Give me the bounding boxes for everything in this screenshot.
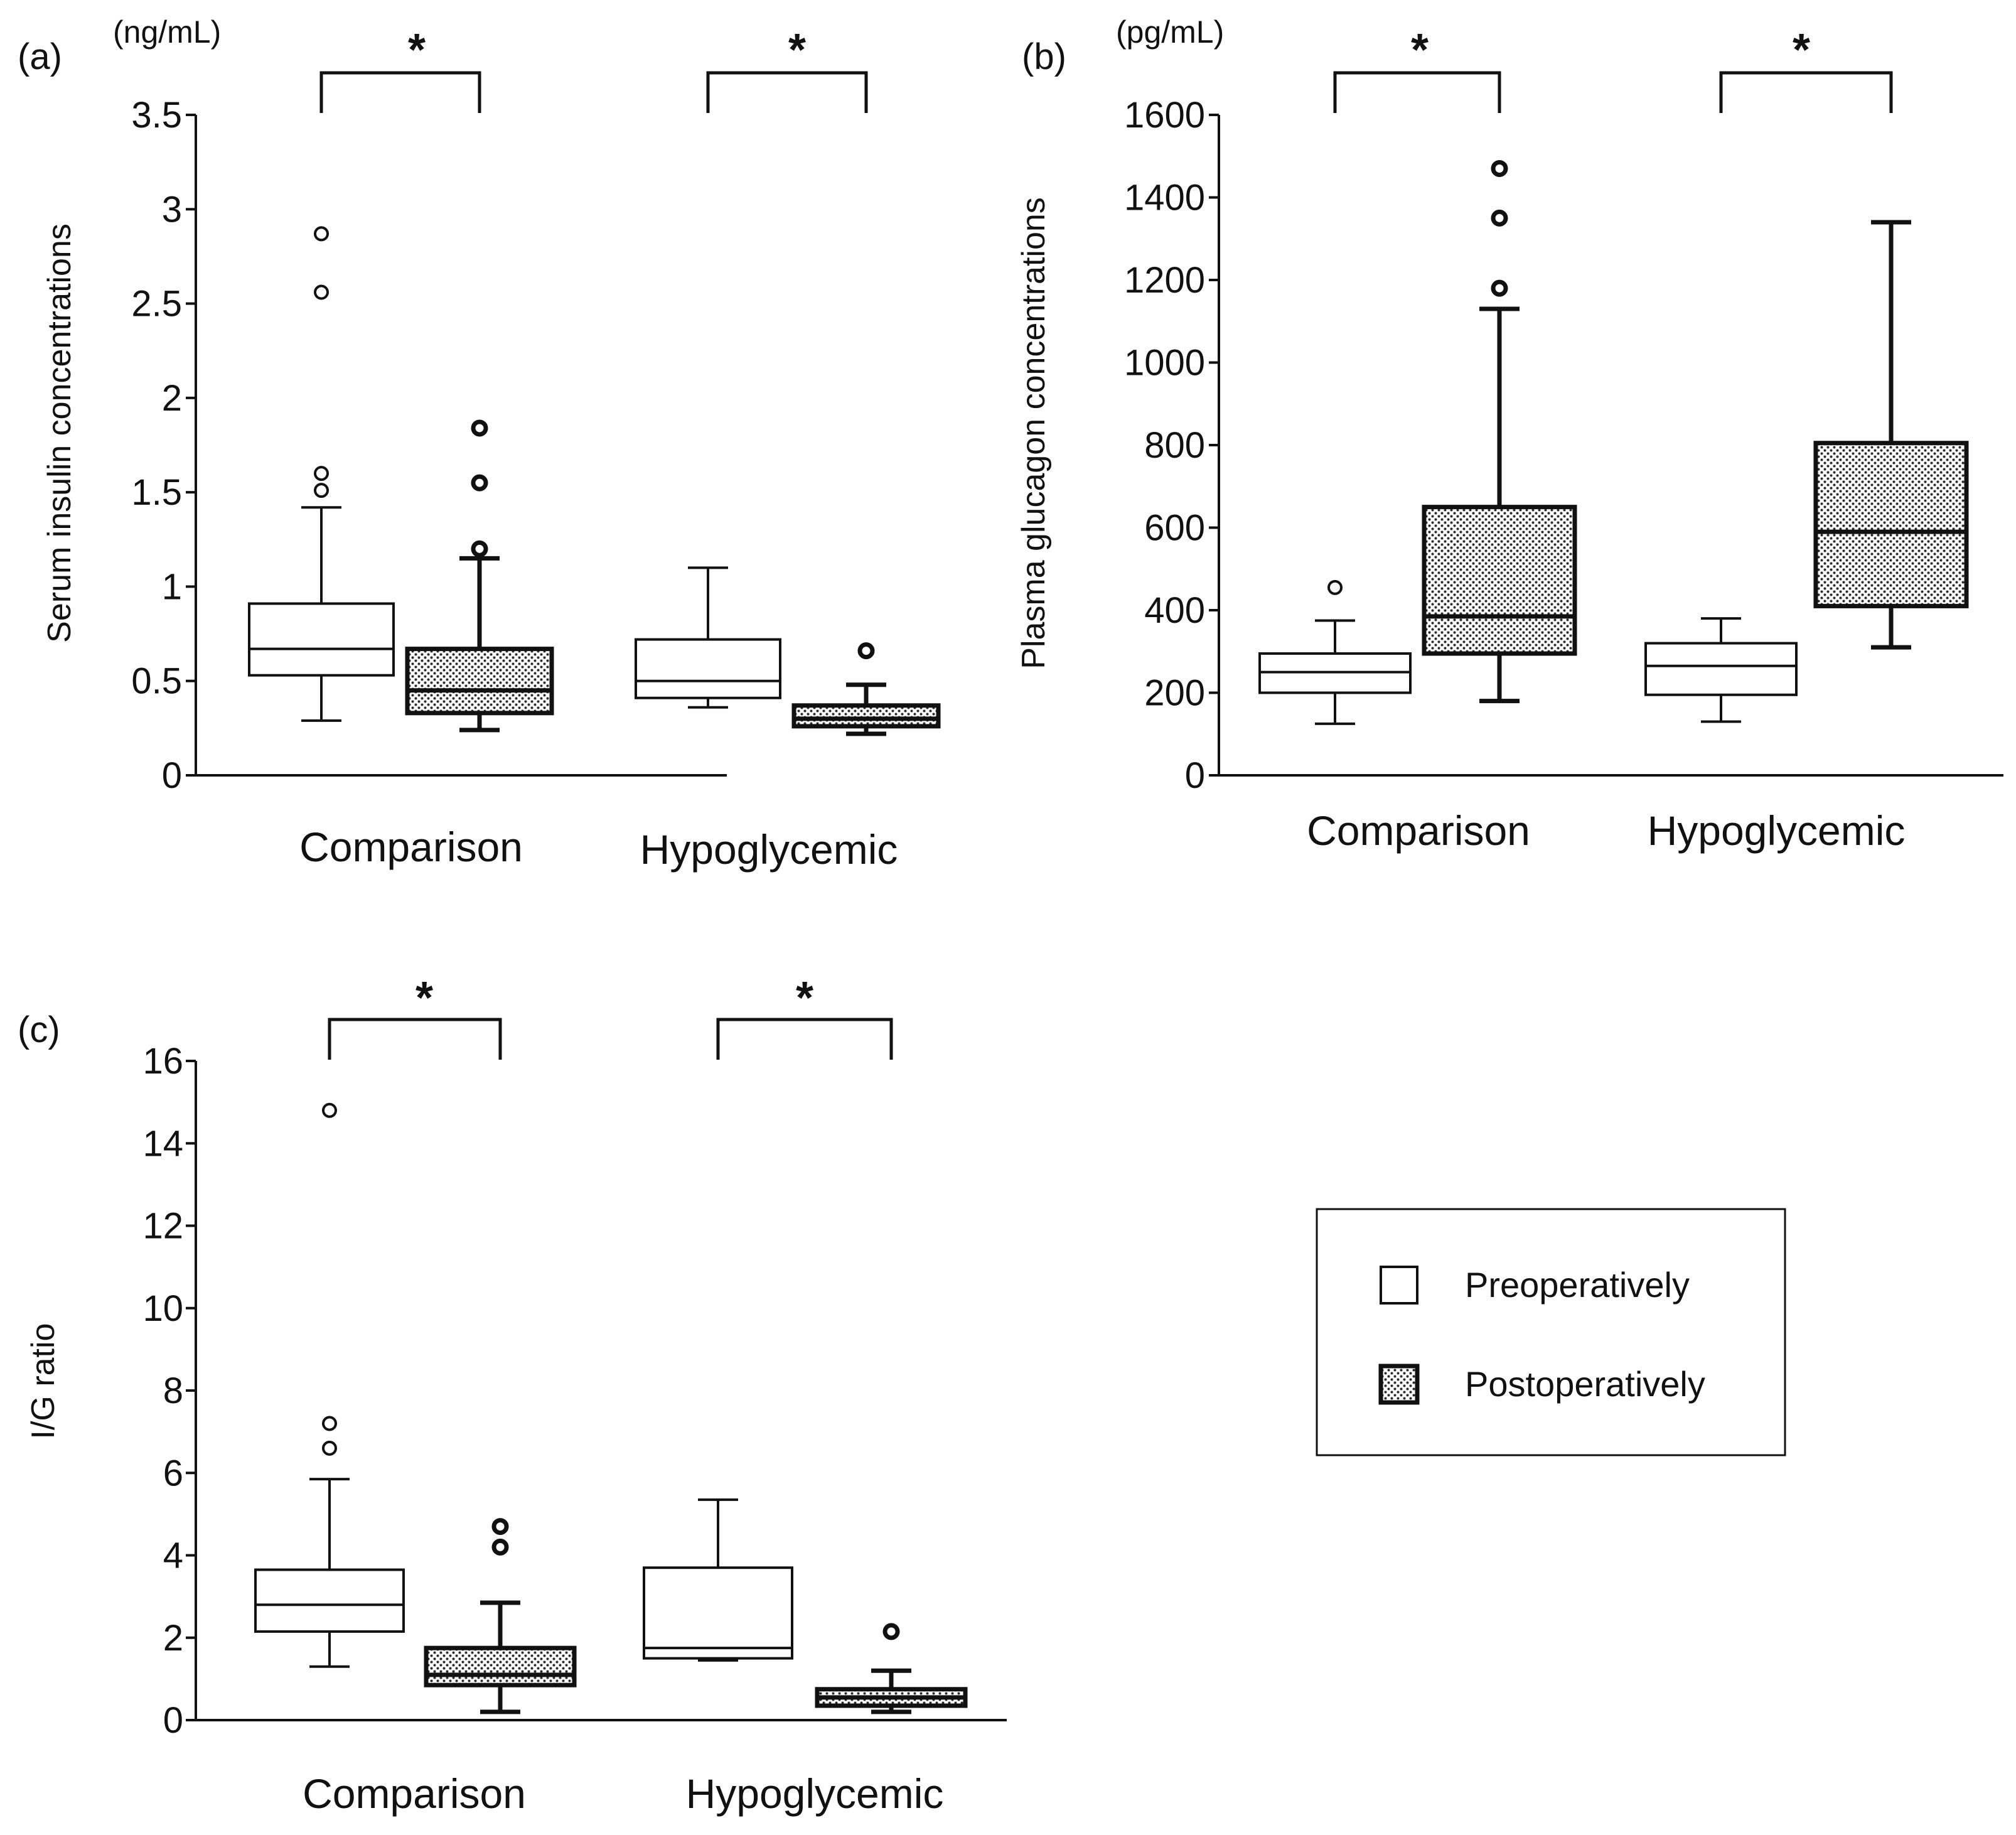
outlier-point [1491, 209, 1508, 227]
y-tick-label: 1200 [1124, 260, 1205, 301]
significance-star: * [408, 25, 426, 75]
significance-bracket [1719, 71, 1893, 113]
y-tick-label: 10 [142, 1288, 183, 1329]
panel-label: (b) [1022, 36, 1066, 77]
box-postoperatively [405, 647, 554, 716]
box-preoperatively [643, 1566, 793, 1660]
unit-label: (ng/mL) [113, 14, 221, 50]
category-label-hypoglycemic: Hypoglycemic [640, 826, 898, 873]
y-tick-label: 400 [1144, 590, 1205, 631]
y-tick-label: 2 [163, 1618, 183, 1659]
y-tick-label: 0 [163, 1700, 183, 1741]
box-postoperatively [424, 1645, 577, 1687]
category-label-hypoglycemic: Hypoglycemic [1648, 807, 1906, 854]
outlier-point [322, 1416, 337, 1431]
y-tick-label: 0 [1185, 755, 1205, 796]
box-postoperatively [1422, 505, 1577, 656]
panel-b-plasma-glucagon: (b) (pg/mL) Plasma glucagon concentratio… [1016, 14, 2003, 854]
y-tick-label: 0 [162, 755, 182, 796]
box-preoperatively [635, 638, 781, 699]
unit-label: (pg/mL) [1116, 14, 1224, 50]
outlier-point [491, 1518, 509, 1536]
outlier-point [1491, 279, 1508, 297]
outlier-point [314, 483, 329, 498]
y-tick-label: 0.5 [131, 661, 182, 702]
outlier-point [322, 1440, 337, 1456]
y-tick-label: 1.5 [131, 472, 182, 513]
y-tick-label: 6 [163, 1453, 183, 1493]
category-label-comparison: Comparison [299, 824, 523, 870]
significance-bracket [716, 1018, 893, 1060]
box-preoperatively [254, 1568, 405, 1633]
category-label-comparison: Comparison [303, 1770, 526, 1817]
significance-bracket [1333, 71, 1501, 113]
legend-swatch-postoperatively [1378, 1364, 1420, 1405]
y-axis-title: Serum insulin concentrations [41, 223, 78, 643]
significance-star: * [796, 973, 813, 1023]
significance-star: * [1793, 25, 1810, 75]
outlier-point [322, 1102, 337, 1118]
y-tick-label: 1400 [1124, 178, 1205, 218]
significance-star: * [1411, 25, 1429, 75]
box-postoperatively [1813, 441, 1969, 608]
outlier-point [471, 474, 488, 492]
significance-bracket [706, 71, 868, 113]
y-tick-label: 2 [162, 378, 182, 419]
legend-label-postoperatively: Postoperatively [1465, 1364, 1705, 1404]
legend-swatch-preoperatively [1380, 1266, 1418, 1305]
y-tick-label: 1600 [1124, 95, 1205, 136]
y-tick-label: 3 [162, 189, 182, 230]
y-axis-title: Plasma glucagon concentrations [1016, 197, 1052, 669]
y-tick-label: 800 [1144, 425, 1205, 466]
y-tick-label: 2.5 [131, 284, 182, 325]
outlier-point [314, 466, 329, 482]
y-tick-label: 8 [163, 1370, 183, 1411]
y-tick-label: 200 [1144, 673, 1205, 714]
outlier-point [857, 642, 875, 660]
legend-frame [1316, 1208, 1786, 1456]
significance-star: * [788, 25, 806, 75]
outlier-point [1491, 159, 1508, 177]
outlier-point [491, 1538, 509, 1556]
panel-label: (c) [18, 1009, 60, 1050]
panel-a-serum-insulin: (a) (ng/mL) Serum insulin concentrations… [18, 14, 941, 873]
category-label-comparison: Comparison [1307, 807, 1530, 854]
panel-c-ig-ratio: (c) I/G ratio Comparison Hypoglycemic * … [18, 973, 1007, 1817]
significance-bracket [319, 71, 481, 113]
legend: Preoperatively Postoperatively [1316, 1208, 1786, 1456]
category-label-hypoglycemic: Hypoglycemic [686, 1770, 944, 1817]
box-preoperatively [248, 602, 395, 677]
outlier-point [471, 419, 488, 437]
legend-label-preoperatively: Preoperatively [1465, 1265, 1690, 1305]
y-tick-label: 12 [142, 1206, 183, 1247]
outlier-point [314, 226, 329, 242]
y-tick-label: 4 [163, 1536, 183, 1576]
panel-label: (a) [18, 36, 62, 77]
outlier-point [314, 284, 329, 300]
y-tick-label: 600 [1144, 508, 1205, 549]
outlier-point [1327, 579, 1343, 595]
box-postoperatively [791, 703, 941, 729]
outlier-point [471, 540, 488, 557]
significance-bracket [328, 1018, 502, 1060]
y-tick-label: 14 [142, 1123, 183, 1164]
y-tick-label: 3.5 [131, 95, 182, 136]
y-axis-title: I/G ratio [25, 1323, 62, 1439]
outlier-point [882, 1623, 900, 1640]
y-tick-label: 1 [162, 566, 182, 607]
y-tick-label: 1000 [1124, 343, 1205, 384]
box-preoperatively [1644, 642, 1798, 696]
significance-star: * [416, 973, 433, 1023]
y-tick-label: 16 [142, 1041, 183, 1082]
